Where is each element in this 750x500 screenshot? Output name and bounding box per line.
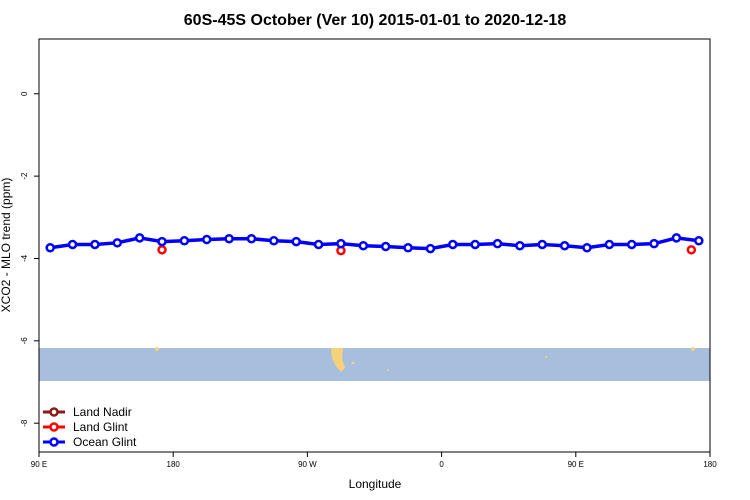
data-point [537,239,547,250]
y-axis-label: XCO2 - MLO trend (ppm) [0,178,13,313]
data-point [694,236,704,246]
data-point [134,233,145,243]
series-line [49,236,700,251]
legend-label: Land Nadir [73,405,132,419]
data-point [291,236,301,247]
data-point [686,245,697,255]
data-point [157,245,167,255]
data-point [671,233,682,243]
data-point [67,239,78,250]
legend-marker [49,437,59,447]
data-point [515,240,525,251]
x-tick-label: 0 [439,460,444,469]
data-point [492,238,503,249]
data-point [604,239,615,250]
y-tick-label: -4 [20,254,29,262]
data-point [336,238,346,249]
ocean-band [39,348,710,381]
data-point [112,238,123,248]
land-speck [155,347,159,351]
y-tick-label: -2 [20,172,29,180]
data-point [202,234,212,245]
data-point [448,239,458,250]
land-speck [545,356,547,358]
x-tick-label: 90 E [31,460,47,469]
data-point [425,243,436,254]
data-point [582,243,592,253]
x-tick-label: 180 [167,460,181,469]
data-point [313,239,324,250]
data-point [403,243,413,253]
data-point [649,238,659,249]
data-point [224,233,234,244]
data-point [559,240,570,251]
x-axis-label: Longitude [349,477,402,491]
land-speck [387,369,389,371]
land-mask [39,347,710,381]
data-point [90,239,100,250]
chart-title: 60S-45S October (Ver 10) 2015-01-01 to 2… [184,12,567,29]
land-speck [331,348,345,372]
y-tick-label: 0 [20,91,29,96]
legend-label: Ocean Glint [73,435,137,449]
land-speck [691,347,695,351]
land-speck [351,362,355,364]
y-tick-label: -8 [20,419,29,427]
data-point [246,233,257,244]
legend-marker [49,422,59,432]
data-point [157,236,167,247]
data-point [358,240,369,251]
plot-frame [38,38,711,453]
y-tick-label: -6 [20,337,29,345]
legend-label: Land Glint [73,420,128,434]
x-tick-label: 90 W [298,460,317,469]
x-tick-label: 180 [703,460,717,469]
data-point [626,239,637,250]
data-point [470,239,480,250]
x-tick-label: 90 E [568,460,584,469]
data-point [380,241,391,252]
data-point [45,243,55,253]
data-point [179,236,190,246]
data-point [269,236,279,246]
legend-marker [49,407,59,417]
